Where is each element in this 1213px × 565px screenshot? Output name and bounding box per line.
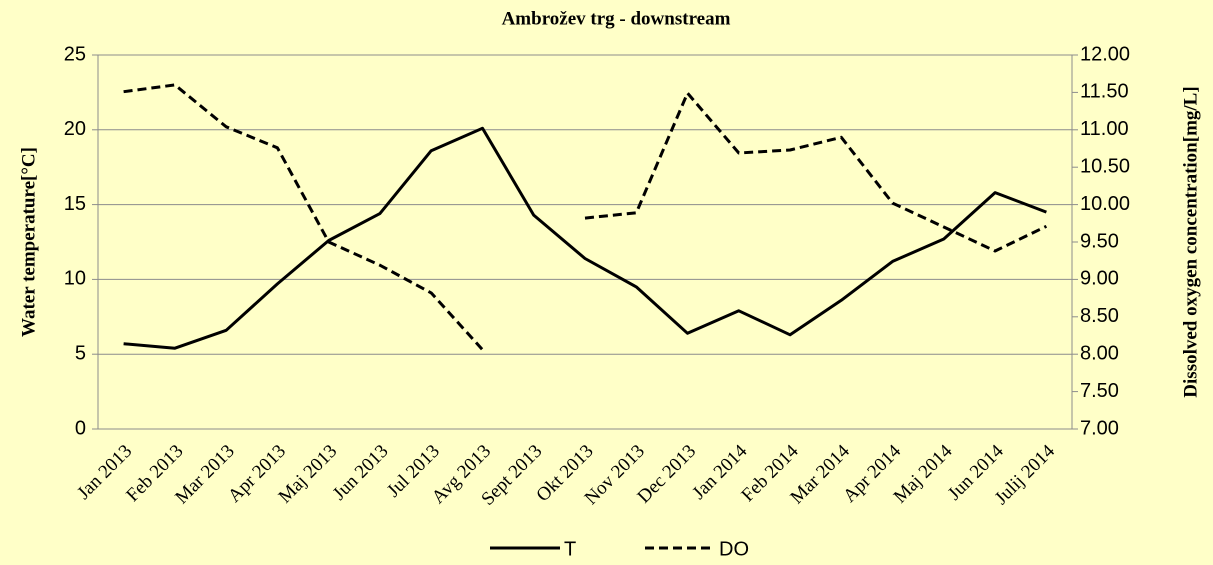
y2-tick-label: 8.00 (1080, 342, 1119, 364)
y2-tick-label: 10.00 (1080, 193, 1130, 215)
y-tick-label: 5 (75, 342, 86, 364)
y2-tick-label: 11.00 (1080, 118, 1129, 140)
y2-tick-label: 9.50 (1080, 230, 1119, 252)
chart-title: Ambrožev trg - downstream (502, 8, 731, 29)
y2-tick-label: 7.00 (1080, 417, 1119, 439)
y-tick-label: 20 (64, 118, 86, 140)
y-tick-label: 25 (64, 43, 86, 65)
y2-tick-label: 7.50 (1080, 380, 1119, 402)
y2-tick-label: 11.50 (1080, 81, 1129, 103)
legend-label: T (564, 538, 576, 560)
y2-tick-label: 10.50 (1080, 155, 1130, 177)
y2-axis-title: Dissolved oxygen concentration[mg/L] (1180, 86, 1201, 397)
y2-tick-label: 12.00 (1080, 43, 1130, 65)
y2-tick-label: 8.50 (1080, 305, 1119, 327)
y-tick-label: 15 (64, 193, 86, 215)
legend-label: DO (719, 538, 749, 560)
y2-tick-label: 9.00 (1080, 268, 1119, 290)
series-line (123, 126, 1047, 350)
y-tick-label: 10 (64, 268, 86, 290)
series-line (123, 83, 1048, 351)
y-tick-label: 0 (75, 417, 86, 439)
y-axis-title: Water temperature[°C] (18, 147, 39, 337)
